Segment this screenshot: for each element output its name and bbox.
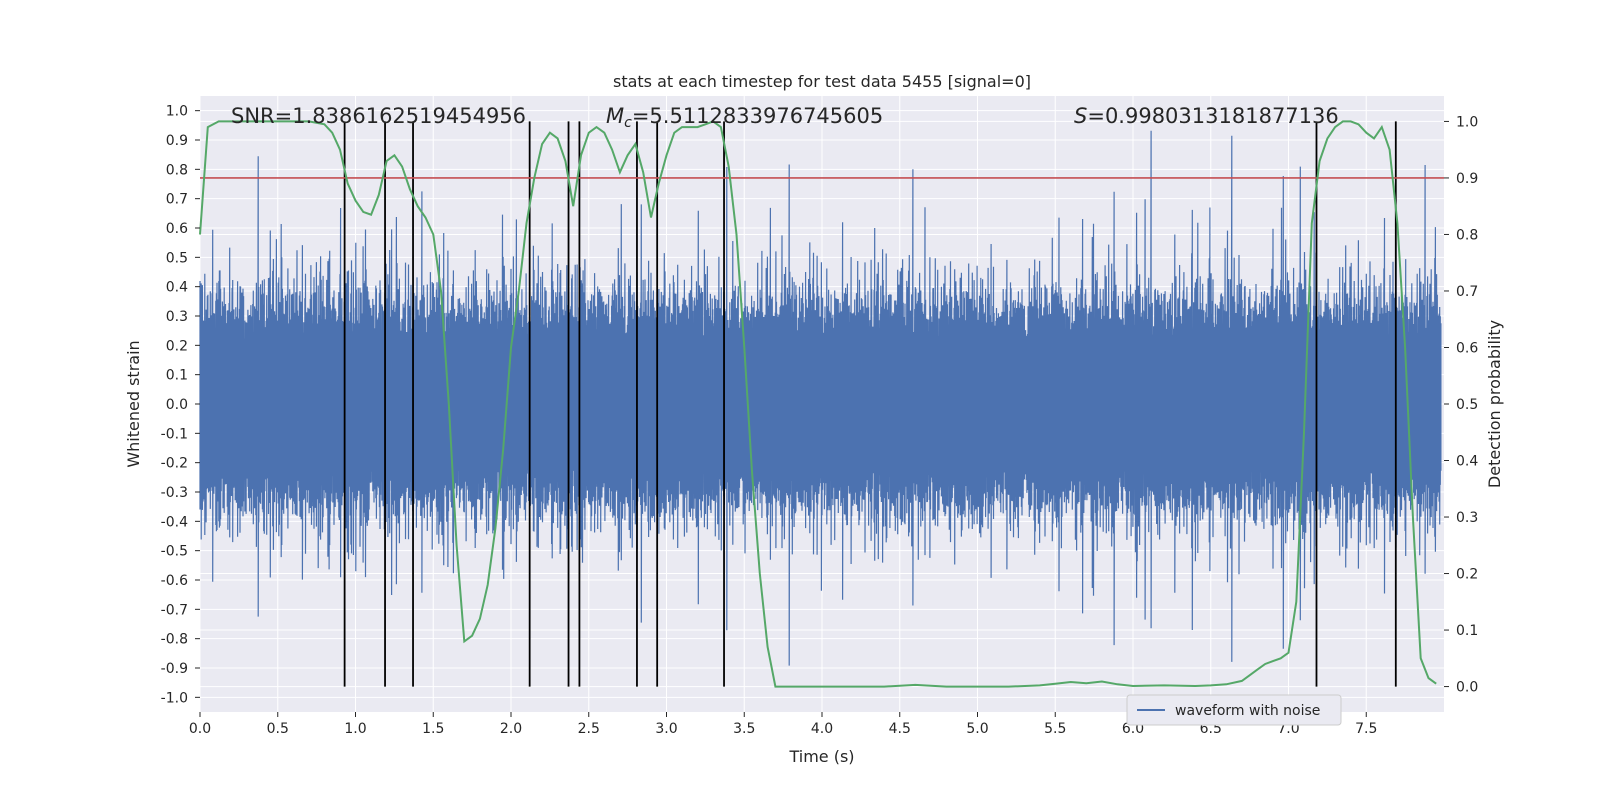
x-axis-label: Time (s)	[788, 747, 854, 766]
x-tick-label: 5.5	[1044, 721, 1066, 737]
y-tick-label: 0.0	[166, 397, 188, 413]
y-tick-label: -0.2	[161, 456, 188, 472]
vertical-marker-lines	[343, 121, 1397, 687]
y-tick-label: -0.7	[161, 602, 188, 618]
y2-tick-label: 0.1	[1456, 623, 1478, 639]
y-tick-label: 0.7	[166, 192, 188, 208]
y2-axis-label: Detection probability	[1485, 320, 1504, 488]
y-tick-label: 0.9	[166, 133, 188, 149]
x-tick-label: 0.5	[267, 721, 289, 737]
y-tick-label: -0.1	[161, 426, 188, 442]
y2-tick-label: 0.6	[1456, 340, 1478, 356]
x-tick-label: 2.5	[578, 721, 600, 737]
x-tick-label: 7.5	[1355, 721, 1377, 737]
y-tick-label: -0.9	[161, 661, 188, 677]
y-tick-label: 0.6	[166, 221, 188, 237]
score-value: =0.9980313181877136	[1087, 104, 1338, 128]
y-tick-label: -0.5	[161, 544, 188, 560]
waveform-with-noise-series	[199, 130, 1442, 666]
y-tick-label: 0.1	[166, 368, 188, 384]
y2-tick-label: 0.0	[1456, 680, 1478, 696]
y-tick-label: 0.4	[166, 280, 188, 296]
y-tick-label: -0.3	[161, 485, 188, 501]
y2-tick-label: 0.5	[1456, 397, 1478, 413]
chirp-mass-subscript: c	[624, 115, 632, 131]
x-tick-label: 1.5	[422, 721, 444, 737]
waveform-path	[199, 130, 1442, 666]
y2-axis-ticks: 1.0 0.9 0.8 0.7 0.6 0.5 0.4 0.3 0.2 0.1 0.0	[1444, 114, 1478, 696]
x-axis-ticks: 0.0 0.5 1.0 1.5 2.0 2.5 3.0 3.5 4.0 4.5 5.0 5.5 6.0 6…	[189, 712, 1377, 737]
y2-tick-label: 0.8	[1456, 227, 1478, 243]
chirp-mass-symbol: M	[606, 104, 624, 128]
chirp-mass-annotation: Mc=5.5112833976745605	[606, 104, 883, 131]
detection-probability-line	[199, 120, 1437, 688]
x-tick-label: 2.0	[500, 721, 522, 737]
chirp-mass-value: =5.5112833976745605	[632, 104, 883, 128]
y-tick-label: -0.8	[161, 632, 188, 648]
x-tick-label: 4.0	[811, 721, 833, 737]
y-tick-label: -1.0	[161, 690, 188, 706]
y-tick-label: 0.2	[166, 338, 188, 354]
legend-entry-waveform: waveform with noise	[1175, 703, 1320, 719]
y2-tick-label: 1.0	[1456, 114, 1478, 130]
detection-probability-series	[199, 120, 1437, 688]
score-annotation: S=0.9980313181877136	[1074, 104, 1339, 128]
y-tick-label: 0.5	[166, 250, 188, 266]
y-tick-label: 0.8	[166, 162, 188, 178]
legend: waveform with noise	[1126, 694, 1342, 726]
x-tick-label: 3.0	[655, 721, 677, 737]
y-tick-label: 0.3	[166, 309, 188, 325]
x-tick-label: 4.5	[889, 721, 911, 737]
y-axis-label: Whitened strain	[124, 340, 143, 467]
score-symbol: S	[1074, 104, 1087, 128]
y2-tick-label: 0.4	[1456, 454, 1478, 470]
y2-tick-label: 0.2	[1456, 567, 1478, 583]
y-axis-ticks: 1.0 0.9 0.8 0.7 0.6 0.5 0.4 0.3 0.2 0.1 0.0 -0.1 -0.…	[161, 104, 200, 706]
y2-tick-label: 0.9	[1456, 171, 1478, 187]
snr-annotation: SNR=1.8386162519454956	[231, 104, 526, 128]
y2-tick-label: 0.3	[1456, 510, 1478, 526]
y-tick-label: 1.0	[166, 104, 188, 120]
y-tick-label: -0.6	[161, 573, 188, 589]
x-tick-label: 1.0	[344, 721, 366, 737]
y-tick-label: -0.4	[161, 514, 188, 530]
chart-title: stats at each timestep for test data 545…	[613, 72, 1031, 91]
y2-tick-label: 0.7	[1456, 284, 1478, 300]
x-tick-label: 3.5	[733, 721, 755, 737]
x-tick-label: 5.0	[966, 721, 988, 737]
x-tick-label: 0.0	[189, 721, 211, 737]
legend-box	[1126, 694, 1342, 726]
